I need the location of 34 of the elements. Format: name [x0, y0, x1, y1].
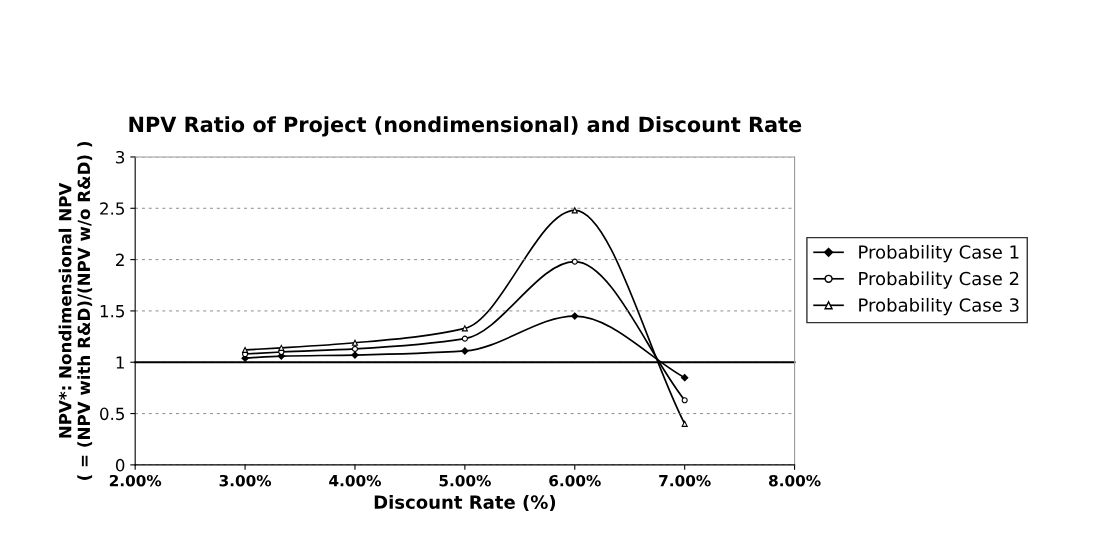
x-tick-label: 3.00% [219, 474, 272, 487]
x-tick-label: 4.00% [329, 474, 381, 487]
x-tick-label: 8.00% [769, 474, 821, 487]
y-tick-label: 0 [115, 458, 125, 472]
point [278, 344, 285, 351]
y-tick-label: 2 [116, 253, 124, 266]
point [242, 346, 249, 353]
x-tick-label: 7.00% [659, 474, 711, 487]
x-tick-label: 2.00% [109, 474, 162, 487]
point [461, 347, 469, 355]
point [351, 345, 359, 352]
y-tick-label: 1 [116, 356, 124, 369]
y-tick-label: 0.5 [100, 407, 124, 421]
y-tick-label: 2.5 [100, 202, 124, 215]
legend-label: Probability Case 2 [859, 271, 1019, 289]
chart-title: NPV Ratio of Project (nondimensional) and Discount Rate [129, 116, 802, 137]
y-tick-label: 1.5 [100, 305, 124, 318]
point [571, 258, 578, 265]
x-tick-label: 6.00% [549, 474, 601, 487]
legend-label: Probability Case 1 [859, 244, 1019, 263]
y-tick-label: 3 [116, 150, 125, 164]
x-axis-title: Discount Rate (%) [374, 494, 556, 512]
point [680, 373, 689, 382]
point [461, 335, 468, 342]
point [681, 397, 688, 404]
x-tick-label: 5.00% [439, 474, 491, 487]
point [461, 325, 468, 332]
point [571, 312, 579, 320]
legend-label: Probability Case 3 [859, 297, 1019, 316]
point [571, 207, 578, 214]
point [351, 339, 359, 346]
point [681, 420, 688, 427]
y-axis-title: NPV*: Nondimensional NPV ( = (NPV with R&D)/(NPV w/o R&D) ) [58, 141, 93, 480]
point [351, 351, 359, 359]
